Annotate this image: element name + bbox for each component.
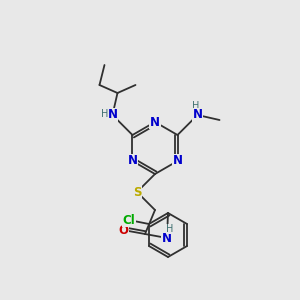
Text: S: S <box>133 185 141 199</box>
Text: N: N <box>150 116 160 128</box>
Text: N: N <box>162 232 172 244</box>
Text: Cl: Cl <box>123 214 135 226</box>
Text: N: N <box>193 109 202 122</box>
Text: H: H <box>101 109 108 119</box>
Text: H: H <box>166 224 174 234</box>
Text: N: N <box>172 154 182 167</box>
Text: N: N <box>107 109 118 122</box>
Text: N: N <box>128 154 137 167</box>
Text: O: O <box>118 224 128 236</box>
Text: H: H <box>192 101 199 111</box>
